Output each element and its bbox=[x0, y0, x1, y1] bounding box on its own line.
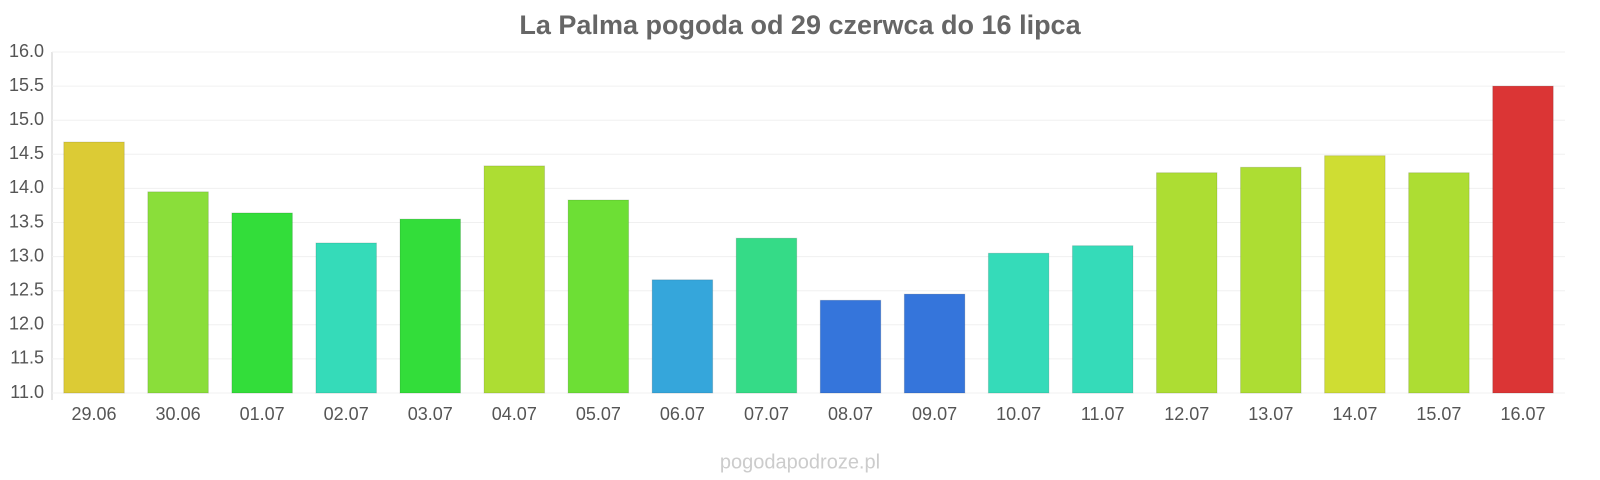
x-tick-label: 11.07 bbox=[1081, 404, 1125, 424]
x-tick-label: 02.07 bbox=[324, 404, 369, 424]
bar bbox=[651, 279, 714, 394]
x-tick-label: 30.06 bbox=[156, 404, 201, 424]
chart-title: La Palma pogoda od 29 czerwca do 16 lipc… bbox=[519, 10, 1081, 40]
x-tick-label: 05.07 bbox=[576, 404, 621, 424]
x-tick-label: 01.07 bbox=[240, 404, 285, 424]
bar bbox=[735, 237, 798, 394]
y-tick-label: 12.0 bbox=[9, 314, 44, 334]
bar bbox=[819, 299, 882, 394]
source: pogodapodroze.pl bbox=[720, 451, 880, 473]
x-tick-label: 03.07 bbox=[408, 404, 453, 424]
x-tick-label: 15.07 bbox=[1416, 404, 1461, 424]
y-tick-label: 16.0 bbox=[9, 41, 44, 61]
y-tick-label: 13.5 bbox=[9, 211, 44, 231]
y-tick-label: 14.5 bbox=[9, 143, 44, 163]
y-tick-label: 11.5 bbox=[10, 348, 44, 368]
y-tick-label: 13.0 bbox=[9, 245, 44, 265]
bar bbox=[231, 212, 293, 394]
bar bbox=[1071, 245, 1134, 394]
bar bbox=[63, 141, 125, 394]
bar bbox=[483, 165, 546, 394]
bar bbox=[1408, 172, 1470, 394]
bar bbox=[1492, 85, 1554, 394]
bar bbox=[147, 191, 209, 394]
x-tick-label: 06.07 bbox=[660, 404, 705, 424]
bar bbox=[1324, 155, 1386, 394]
x-tick-label: 10.07 bbox=[996, 404, 1041, 424]
x-tick-label: 04.07 bbox=[492, 404, 537, 424]
x-tick-label: 09.07 bbox=[912, 404, 957, 424]
x-tick-label: 07.07 bbox=[744, 404, 789, 424]
x-tick-label: 29.06 bbox=[72, 404, 117, 424]
y-tick-label: 11.0 bbox=[10, 382, 44, 402]
bar bbox=[399, 218, 462, 394]
bar bbox=[1155, 172, 1218, 394]
y-tick-label: 15.5 bbox=[9, 75, 44, 95]
bar bbox=[1240, 166, 1302, 394]
x-tick-label: 13.07 bbox=[1248, 404, 1293, 424]
x-tick-label: 12.07 bbox=[1164, 404, 1209, 424]
bar bbox=[567, 199, 630, 394]
bar bbox=[987, 252, 1050, 394]
x-tick-label: 08.07 bbox=[828, 404, 873, 424]
bar bbox=[903, 293, 966, 394]
y-tick-label: 15.0 bbox=[9, 109, 44, 129]
y-tick-label: 12.5 bbox=[9, 279, 44, 299]
bar bbox=[315, 242, 377, 394]
y-tick-label: 14.0 bbox=[9, 177, 44, 197]
x-tick-label: 16.07 bbox=[1500, 404, 1545, 424]
x-tick-label: 14.07 bbox=[1332, 404, 1377, 424]
